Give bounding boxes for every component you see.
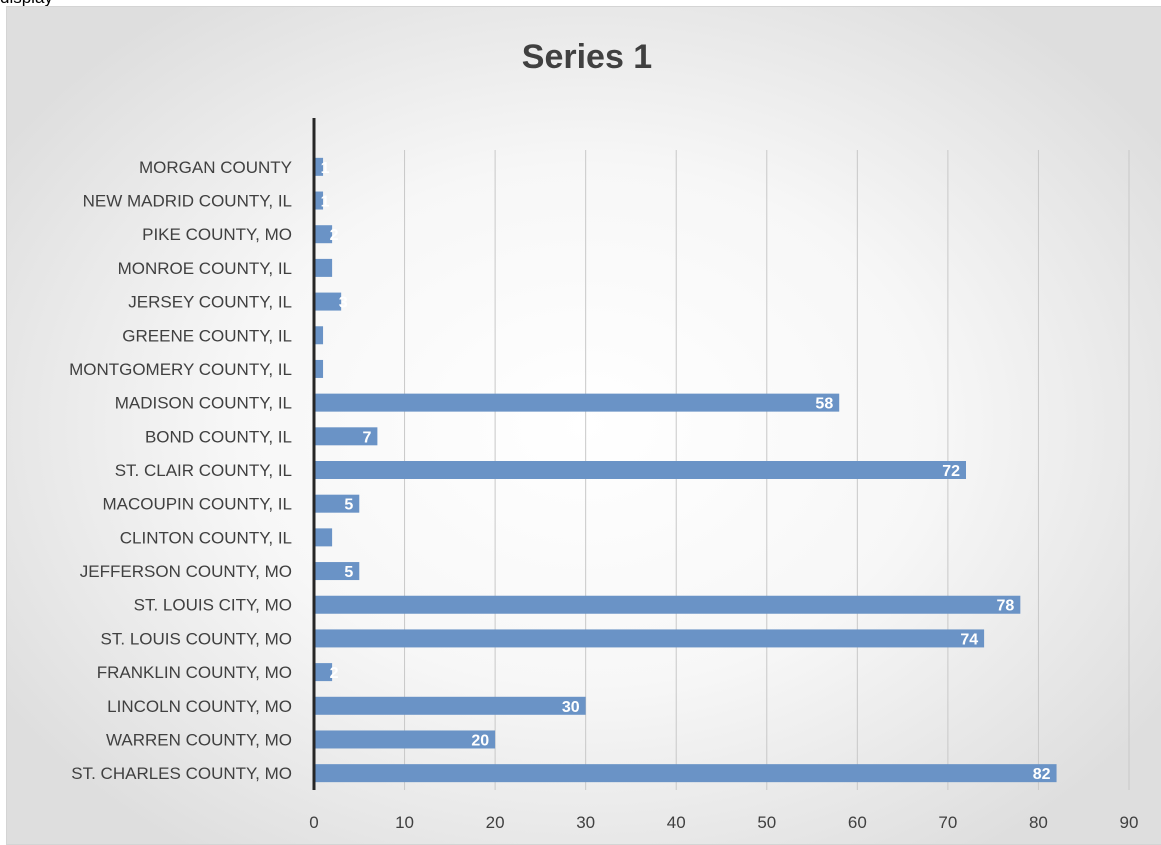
bar	[314, 461, 966, 479]
category-label: NEW MADRID COUNTY, IL	[83, 192, 292, 211]
category-label: BOND COUNTY, IL	[145, 427, 292, 446]
bar	[314, 730, 496, 749]
bar	[314, 764, 1057, 783]
bar	[314, 663, 333, 682]
data-label: 78	[997, 598, 1015, 615]
x-tick-label: 90	[1120, 813, 1139, 832]
category-label: PIKE COUNTY, MO	[142, 225, 292, 244]
x-tick-label: 60	[848, 813, 867, 832]
x-tick-label: 50	[757, 813, 776, 832]
category-label: MORGAN COUNTY	[139, 158, 292, 177]
x-axis-tick-labels: 0 10 20 30 40 50 60 70 80 90	[309, 813, 1138, 832]
category-label: MONTGOMERY COUNTY, IL	[69, 360, 292, 379]
category-label: FRANKLIN COUNTY, MO	[97, 663, 292, 682]
data-label: 58	[815, 396, 833, 413]
bar	[314, 528, 333, 547]
category-label: ST. CLAIR COUNTY, IL	[115, 461, 292, 480]
bar	[314, 191, 324, 210]
data-label: 20	[471, 732, 489, 749]
chart-title: Series 1	[522, 38, 652, 76]
data-label: 72	[942, 463, 960, 480]
category-label: GREENE COUNTY, IL	[122, 326, 292, 345]
bar	[314, 326, 324, 345]
bar	[314, 225, 333, 244]
x-tick-label: 0	[309, 813, 318, 832]
data-label: 2	[330, 665, 339, 682]
bar	[314, 696, 586, 715]
data-label: 7	[362, 429, 371, 446]
page-text-fragment: display	[0, 0, 53, 8]
data-label: 3	[339, 295, 348, 312]
bar	[314, 427, 378, 446]
bars	[314, 157, 1057, 783]
category-label: WARREN COUNTY, MO	[106, 730, 292, 749]
bar	[314, 595, 1021, 614]
category-label: ST. LOUIS COUNTY, MO	[101, 629, 292, 648]
bar	[314, 258, 333, 277]
bar	[314, 393, 840, 412]
data-label: 30	[562, 699, 580, 716]
data-label: 82	[1033, 766, 1051, 783]
category-label: ST. CHARLES COUNTY, MO	[71, 764, 292, 783]
category-label: LINCOLN COUNTY, MO	[107, 697, 292, 716]
category-label: MACOUPIN COUNTY, IL	[102, 495, 292, 514]
category-label: JEFFERSON COUNTY, MO	[80, 562, 292, 581]
data-label: 5	[344, 564, 353, 581]
bar	[314, 494, 360, 513]
category-label: MADISON COUNTY, IL	[115, 394, 292, 413]
bar	[314, 562, 360, 581]
data-label: 74	[960, 631, 978, 648]
data-label: 2	[330, 227, 339, 244]
category-label: JERSEY COUNTY, IL	[128, 293, 292, 312]
bar	[314, 157, 324, 176]
x-tick-label: 30	[576, 813, 595, 832]
category-label: MONROE COUNTY, IL	[118, 259, 292, 278]
x-tick-label: 40	[667, 813, 686, 832]
bar	[314, 292, 342, 311]
x-tick-label: 70	[938, 813, 957, 832]
x-tick-label: 80	[1029, 813, 1048, 832]
x-tick-label: 20	[486, 813, 505, 832]
bar	[314, 359, 324, 378]
category-label: ST. LOUIS CITY, MO	[134, 596, 292, 615]
category-labels: MORGAN COUNTY NEW MADRID COUNTY, IL PIKE C…	[69, 158, 292, 783]
data-label: 1	[321, 160, 330, 177]
data-label: 5	[344, 497, 353, 514]
category-label: CLINTON COUNTY, IL	[120, 528, 292, 547]
data-label: 1	[321, 194, 330, 211]
x-tick-label: 10	[395, 813, 414, 832]
bar	[314, 629, 985, 648]
